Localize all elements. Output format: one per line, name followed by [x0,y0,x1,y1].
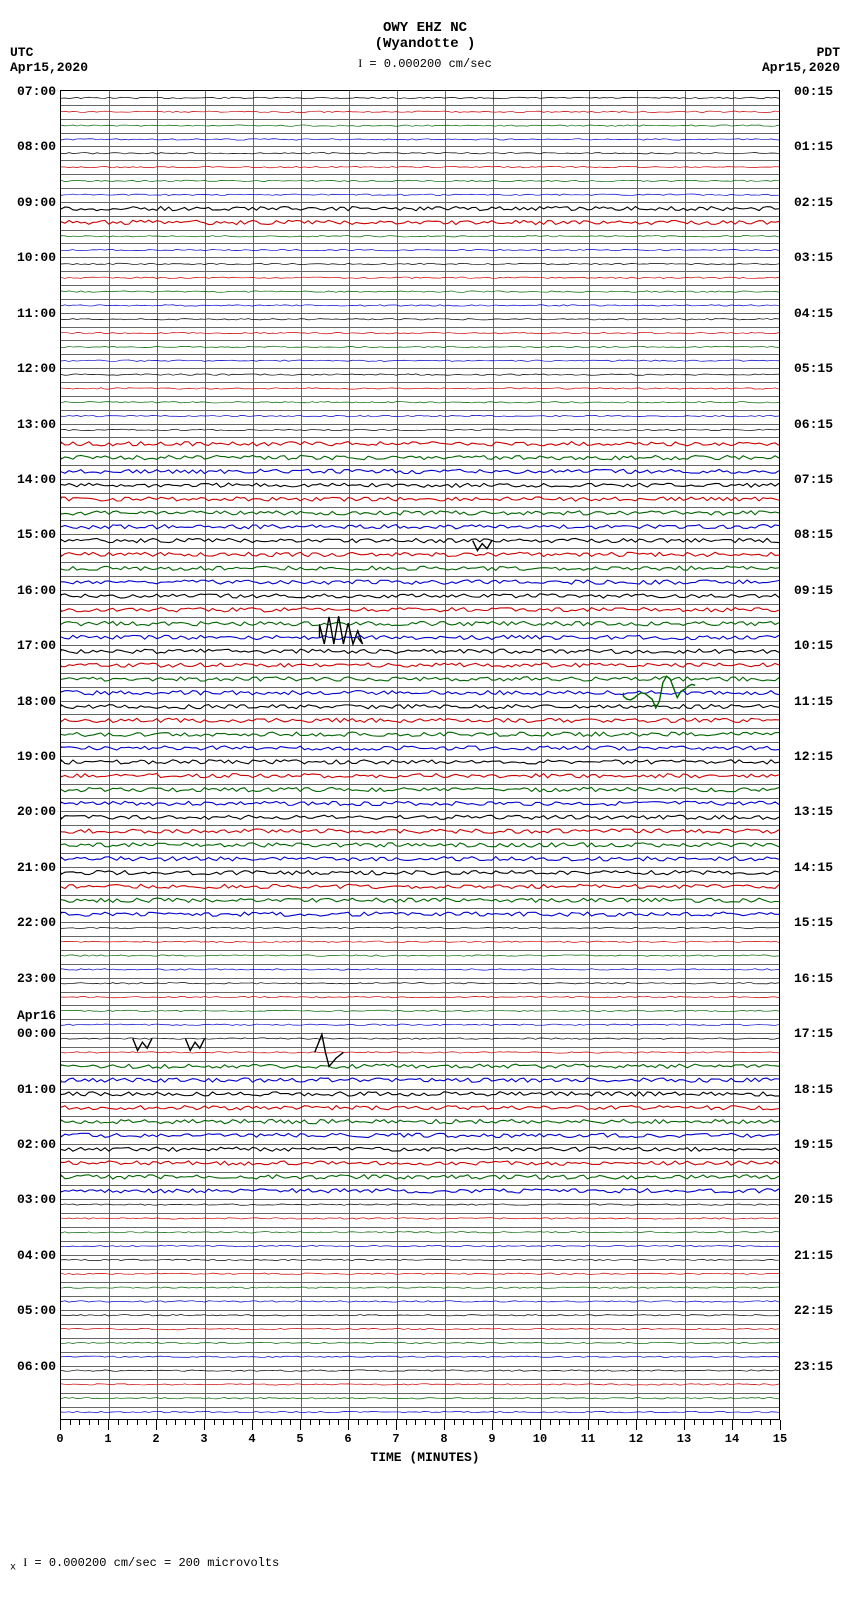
y-label-right: 14:15 [794,860,833,875]
x-axis: 0123456789101112131415 [60,1420,780,1450]
y-label-right: 10:15 [794,638,833,653]
date-left: Apr15,2020 [10,60,88,75]
y-label-left: 06:00 [17,1359,56,1374]
y-label-right: 20:15 [794,1192,833,1207]
y-label-right: 15:15 [794,915,833,930]
y-label-right: 16:15 [794,971,833,986]
y-axis-left: 07:0008:0009:0010:0011:0012:0013:0014:00… [10,90,58,1420]
y-label-right: 21:15 [794,1248,833,1263]
y-label-left: 23:00 [17,971,56,986]
x-tick-label: 8 [440,1432,447,1446]
y-label-right: 05:15 [794,361,833,376]
y-label-left: 19:00 [17,749,56,764]
location-title: (Wyandotte ) [0,36,850,52]
y-label-left: 08:00 [17,139,56,154]
footer-scale: x I = 0.000200 cm/sec = 200 microvolts [10,1555,279,1573]
station-title: OWY EHZ NC [0,20,850,36]
y-label-left: 04:00 [17,1248,56,1263]
y-label-left: 21:00 [17,860,56,875]
y-label-right: 13:15 [794,804,833,819]
x-tick-label: 9 [488,1432,495,1446]
y-axis-right: 00:1501:1502:1503:1504:1505:1506:1507:15… [792,90,840,1420]
y-label-left: 17:00 [17,638,56,653]
y-label-right: 04:15 [794,306,833,321]
x-tick-label: 14 [725,1432,739,1446]
x-tick-label: 0 [56,1432,63,1446]
x-tick-label: 10 [533,1432,547,1446]
y-label-left: 15:00 [17,527,56,542]
y-label-left: 13:00 [17,417,56,432]
seismogram-plot [60,90,780,1420]
y-label-left: 22:00 [17,915,56,930]
x-tick-label: 6 [344,1432,351,1446]
y-label-right: 02:15 [794,195,833,210]
y-label-left: 00:00 [17,1026,56,1041]
x-tick-label: 12 [629,1432,643,1446]
x-tick-label: 3 [200,1432,207,1446]
date-right: Apr15,2020 [762,60,840,75]
y-label-left: 01:00 [17,1082,56,1097]
y-label-left: 03:00 [17,1192,56,1207]
y-label-left: 14:00 [17,472,56,487]
scale-header: I = 0.000200 cm/sec [0,56,850,71]
y-label-right: 09:15 [794,583,833,598]
y-label-left: 09:00 [17,195,56,210]
x-tick-label: 11 [581,1432,595,1446]
y-label-left: Apr16 [17,1008,56,1023]
y-label-left: 07:00 [17,84,56,99]
y-label-left: 16:00 [17,583,56,598]
y-label-right: 03:15 [794,250,833,265]
y-label-right: 18:15 [794,1082,833,1097]
y-label-right: 00:15 [794,84,833,99]
y-label-right: 19:15 [794,1137,833,1152]
x-tick-label: 5 [296,1432,303,1446]
y-label-left: 02:00 [17,1137,56,1152]
tz-left: UTC [10,45,33,60]
tz-right: PDT [817,45,840,60]
y-label-left: 05:00 [17,1303,56,1318]
x-tick-label: 4 [248,1432,255,1446]
x-tick-label: 15 [773,1432,787,1446]
y-label-left: 11:00 [17,306,56,321]
y-label-right: 07:15 [794,472,833,487]
y-label-right: 01:15 [794,139,833,154]
x-tick-label: 2 [152,1432,159,1446]
y-label-right: 23:15 [794,1359,833,1374]
x-tick-label: 7 [392,1432,399,1446]
y-label-right: 12:15 [794,749,833,764]
y-label-right: 11:15 [794,694,833,709]
y-label-left: 18:00 [17,694,56,709]
y-label-left: 20:00 [17,804,56,819]
y-label-right: 22:15 [794,1303,833,1318]
y-label-left: 12:00 [17,361,56,376]
y-label-right: 17:15 [794,1026,833,1041]
x-tick-label: 1 [104,1432,111,1446]
x-axis-title: TIME (MINUTES) [0,1450,850,1465]
y-label-right: 06:15 [794,417,833,432]
y-label-left: 10:00 [17,250,56,265]
y-label-right: 08:15 [794,527,833,542]
x-tick-label: 13 [677,1432,691,1446]
